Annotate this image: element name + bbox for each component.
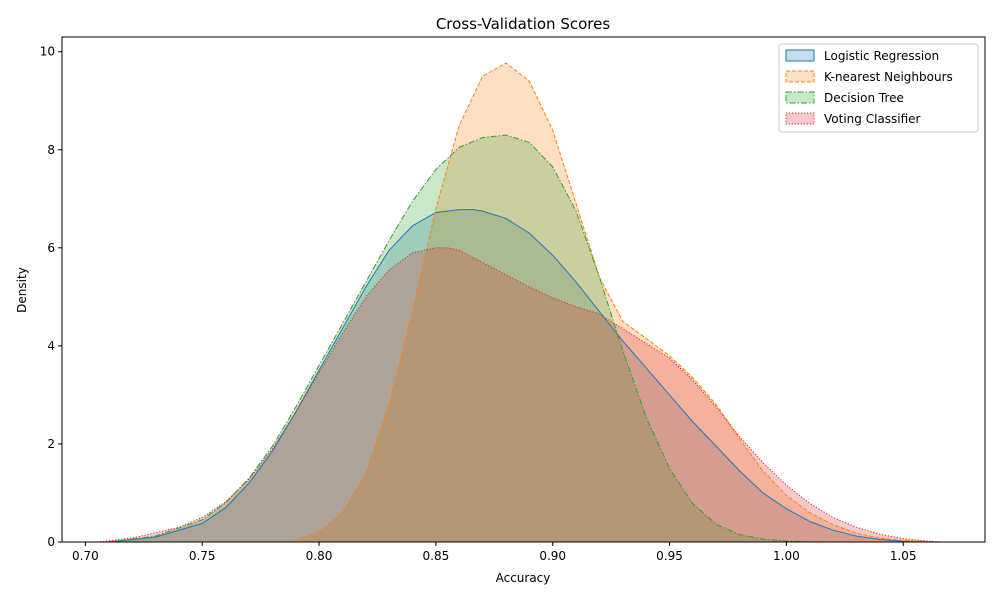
density-line-decision-tree	[108, 134, 834, 543]
legend-label-k-nearest-neighbours: K-nearest Neighbours	[824, 70, 953, 84]
density-lines	[97, 62, 941, 543]
x-tick-label: 0.70	[72, 549, 99, 563]
y-axis: 0 2 4 6 8 10	[40, 45, 62, 549]
density-line-logistic-regression	[108, 209, 927, 543]
density-line-k-nearest-neighbours	[290, 62, 941, 543]
x-tick-label: 0.90	[539, 549, 566, 563]
x-tick-label: 1.05	[890, 549, 917, 563]
x-tick-label: 1.00	[773, 549, 800, 563]
legend-label-logistic-regression: Logistic Regression	[824, 49, 939, 63]
x-axis-label: Accuracy	[496, 571, 551, 585]
density-area-voting-classifier	[97, 247, 941, 543]
density-fills	[97, 63, 941, 543]
plot-frame	[61, 36, 986, 543]
x-tick-label: 0.95	[656, 549, 683, 563]
legend-swatch-voting-classifier	[785, 112, 815, 125]
y-tick-label: 0	[47, 535, 55, 549]
legend-swatch-logistic-regression	[785, 49, 815, 62]
legend-label-decision-tree: Decision Tree	[824, 91, 904, 105]
y-tick-label: 2	[47, 437, 55, 451]
y-tick-label: 6	[47, 241, 55, 255]
legend-swatch-k-nearest-neighbours	[785, 70, 815, 83]
y-tick-label: 10	[40, 45, 55, 59]
x-tick-label: 0.85	[423, 549, 450, 563]
density-area-logistic-regression	[108, 209, 927, 542]
legend-swatch-decision-tree	[785, 91, 815, 104]
x-axis: 0.70 0.75 0.80 0.85 0.90 0.95 1.00 1.05	[72, 542, 917, 563]
x-tick-label: 0.80	[306, 549, 333, 563]
legend: Logistic Regression K-nearest Neighbours D…	[778, 43, 979, 133]
chart-title: Cross-Validation Scores	[436, 15, 611, 33]
density-line-voting-classifier	[97, 247, 941, 543]
y-tick-label: 8	[47, 143, 55, 157]
legend-box	[778, 43, 979, 133]
legend-label-voting-classifier: Voting Classifier	[824, 112, 921, 126]
density-area-k-nearest-neighbours	[291, 63, 941, 542]
y-tick-label: 4	[47, 339, 55, 353]
y-axis-label: Density	[15, 267, 29, 313]
density-area-decision-tree	[108, 135, 834, 542]
x-tick-label: 0.75	[189, 549, 216, 563]
